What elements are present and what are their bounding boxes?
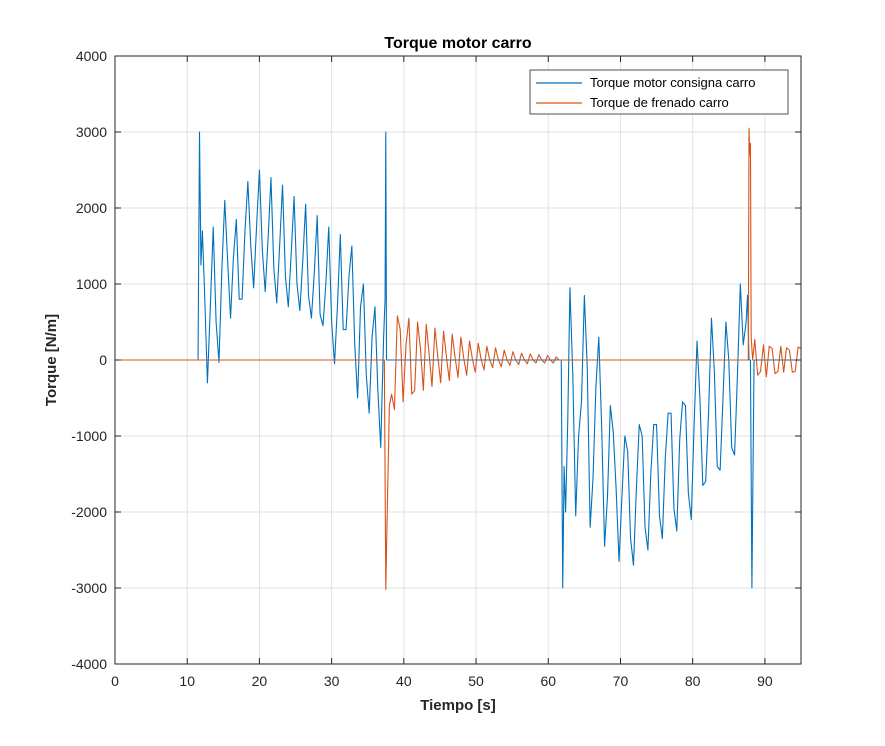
y-tick-label: -3000 bbox=[71, 580, 107, 596]
x-tick-label: 90 bbox=[757, 673, 773, 689]
x-tick-label: 60 bbox=[540, 673, 556, 689]
y-tick-label: 4000 bbox=[76, 48, 107, 64]
y-axis-label: Torque [N/m] bbox=[43, 314, 60, 406]
x-tick-label: 20 bbox=[252, 673, 268, 689]
x-axis-label: Tiempo [s] bbox=[420, 697, 496, 714]
tick-labels: 0 10 20 30 40 50 60 70 80 90 -4000 -3000 -2000 -1000 0… bbox=[71, 48, 773, 689]
legend-label-series-2: Torque de frenado carro bbox=[590, 95, 729, 110]
y-tick-label: 3000 bbox=[76, 124, 107, 140]
series-line-2 bbox=[115, 127, 801, 591]
y-tick-label: 0 bbox=[99, 352, 107, 368]
legend-label-series-1: Torque motor consigna carro bbox=[590, 75, 755, 90]
x-tick-label: 0 bbox=[111, 673, 119, 689]
x-tick-label: 80 bbox=[685, 673, 701, 689]
y-tick-label: -1000 bbox=[71, 428, 107, 444]
y-tick-label: 2000 bbox=[76, 200, 107, 216]
y-tick-label: -2000 bbox=[71, 504, 107, 520]
legend: Torque motor consigna carro Torque de fr… bbox=[529, 69, 789, 115]
x-tick-label: 50 bbox=[468, 673, 484, 689]
tick-marks bbox=[114, 55, 801, 665]
x-tick-label: 10 bbox=[179, 673, 195, 689]
chart-title: Torque motor carro bbox=[384, 35, 532, 52]
x-tick-label: 70 bbox=[613, 673, 629, 689]
series-layer bbox=[115, 127, 801, 591]
y-tick-label: -4000 bbox=[71, 656, 107, 672]
x-tick-label: 40 bbox=[396, 673, 412, 689]
legend-box bbox=[529, 69, 789, 115]
y-tick-label: 1000 bbox=[76, 276, 107, 292]
series-line-1 bbox=[115, 131, 801, 589]
x-tick-label: 30 bbox=[324, 673, 340, 689]
